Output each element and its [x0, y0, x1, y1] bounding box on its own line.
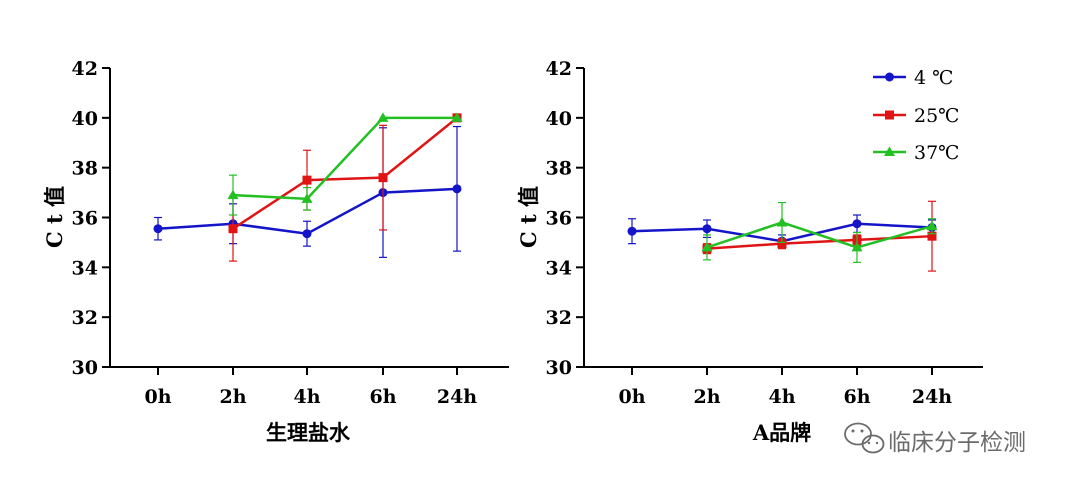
chart-saline-y-tick-label: 36 — [72, 208, 98, 230]
chart-brand-a-point-37c — [851, 241, 863, 252]
watermark-text: 临床分子检测 — [888, 430, 1026, 456]
chart-brand-a-y-tick-label: 42 — [546, 58, 572, 80]
chart-brand-a-y-tick-label: 34 — [546, 257, 572, 279]
chart-saline-x-tick-label: 0h — [144, 386, 171, 408]
chart-brand-a-xlabel: A品牌 — [752, 420, 811, 445]
chart-brand-a-ylabel: C t 值 — [516, 186, 541, 248]
chart-brand-a-x-tick-label: 2h — [693, 386, 720, 408]
chart-saline-x-tick-label: 24h — [437, 386, 477, 408]
chart-brand-a-x-tick-label: 24h — [912, 386, 952, 408]
chart-brand-a-point-25c — [777, 239, 787, 249]
chart-brand-a-series-37c — [701, 201, 938, 263]
chart-brand-a-point-37c — [776, 216, 788, 227]
chart-saline-y-tick-label: 38 — [72, 158, 98, 180]
chart-brand-a-y-tick-label: 36 — [546, 208, 572, 230]
chart-saline-xlabel: 生理盐水 — [266, 420, 351, 445]
legend-marker-4c — [885, 72, 894, 82]
legend: 4 ℃ 25℃ 37℃ — [873, 67, 959, 164]
chart-saline-point-4c — [153, 224, 163, 234]
chart-brand-a-y-tick-label: 32 — [546, 307, 572, 329]
chart-saline-point-37c — [301, 193, 313, 203]
chart-saline-y-tick-label: 42 — [72, 58, 98, 80]
chart-saline-point-25c — [302, 175, 312, 185]
legend-item-4c: 4 ℃ — [873, 67, 953, 89]
legend-item-37c: 37℃ — [873, 142, 959, 164]
chart-saline-y-tick-label: 30 — [72, 357, 98, 379]
chart-brand-a: C t 值 A品牌 30 32 34 36 38 40 42 0h 2h 4h 6h 24h — [516, 58, 983, 445]
chart-brand-a-x-tick-label: 4h — [768, 386, 795, 408]
chart-saline-line-37c — [232, 116, 457, 201]
chart-saline-point-37c — [227, 189, 239, 200]
chart-brand-a-line-25c — [706, 234, 933, 250]
chart-brand-a-x-tick-label: 0h — [618, 386, 645, 408]
chart-brand-a-point-37c — [926, 220, 938, 231]
legend-marker-37c — [884, 146, 895, 156]
chart-saline-point-25c — [228, 224, 238, 234]
legend-item-25c: 25℃ — [873, 105, 959, 127]
chart-brand-a-point-4c — [702, 224, 712, 234]
chart-brand-a-point-37c — [701, 241, 713, 252]
wechat-icon — [844, 422, 885, 454]
chart-saline-x-tick-label: 2h — [219, 386, 246, 408]
chart-saline-point-25c — [378, 173, 388, 183]
chart-saline-point-37c — [377, 112, 389, 122]
chart-saline-line-25c — [232, 116, 458, 230]
legend-label-37c: 37℃ — [914, 142, 959, 164]
chart-saline-y-tick-label: 40 — [72, 108, 98, 130]
chart-saline-ylabel: C t 值 — [42, 186, 67, 248]
chart-brand-a-y-tick-label: 38 — [546, 158, 572, 180]
chart-brand-a-point-4c — [852, 219, 862, 229]
legend-marker-25c — [885, 110, 894, 120]
legend-label-25c: 25℃ — [914, 105, 959, 127]
chart-saline-series-37c — [227, 112, 463, 216]
chart-saline-point-37c — [451, 112, 463, 122]
chart-brand-a-y-tick-label: 40 — [546, 108, 572, 130]
chart-saline-x-tick-label: 6h — [369, 386, 396, 408]
chart-saline-x-tick-label: 4h — [293, 386, 320, 408]
chart-brand-a-x-tick-label: 6h — [843, 386, 870, 408]
chart-saline-series-25c — [228, 113, 462, 262]
chart-saline: C t 值 生理盐水 30 32 34 36 38 40 42 0h 2h 4h 6h 24h — [42, 58, 509, 445]
chart-saline-y-tick-label: 34 — [72, 257, 98, 279]
chart-brand-a-line-37c — [706, 221, 933, 249]
chart-saline-point-4c — [302, 229, 312, 239]
chart-brand-a-point-4c — [627, 226, 637, 236]
chart-brand-a-y-tick-label: 30 — [546, 357, 572, 379]
watermark: 临床分子检测 — [844, 422, 1026, 456]
chart-brand-a-point-25c — [927, 231, 937, 241]
legend-label-4c: 4 ℃ — [914, 67, 953, 89]
chart-saline-point-4c — [452, 184, 462, 194]
chart-saline-y-tick-label: 32 — [72, 307, 98, 329]
